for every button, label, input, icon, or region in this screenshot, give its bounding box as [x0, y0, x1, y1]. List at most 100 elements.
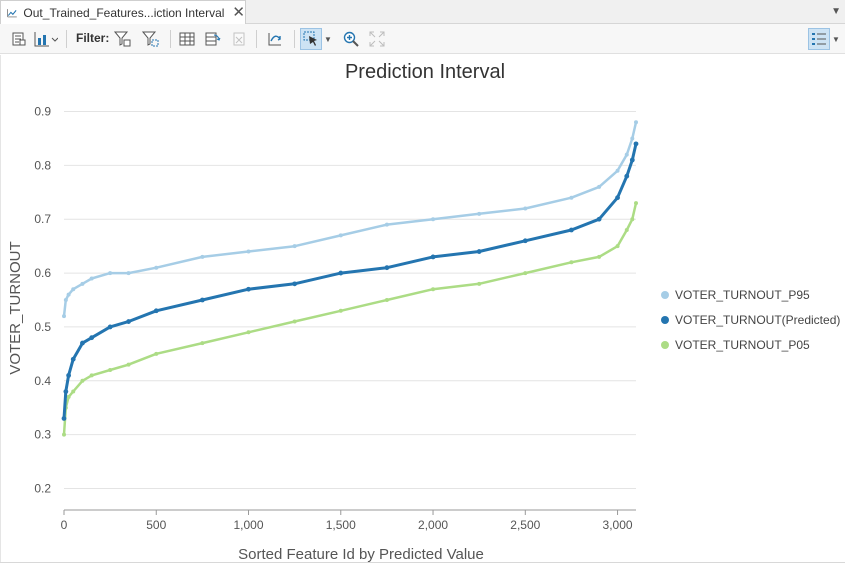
data-point[interactable]	[630, 136, 635, 141]
data-point[interactable]	[569, 227, 574, 233]
data-point[interactable]	[431, 217, 436, 222]
data-point[interactable]	[523, 271, 528, 276]
data-point[interactable]	[71, 287, 76, 292]
data-point[interactable]	[154, 351, 159, 356]
data-point[interactable]	[199, 297, 205, 303]
data-point[interactable]	[246, 249, 251, 254]
data-point[interactable]	[126, 362, 131, 367]
data-point[interactable]	[624, 228, 629, 232]
data-point[interactable]	[246, 286, 251, 292]
data-point[interactable]	[63, 389, 69, 394]
data-point[interactable]	[522, 238, 528, 244]
x-tick-label: 3,000	[603, 518, 633, 532]
toolbar-separator	[294, 30, 295, 48]
data-point[interactable]	[89, 276, 94, 281]
data-point[interactable]	[61, 416, 67, 421]
chevron-down-icon[interactable]: ▼	[832, 34, 840, 44]
tab-title: Out_Trained_Features...iction Interval	[23, 5, 225, 20]
data-point[interactable]	[430, 254, 436, 260]
close-icon[interactable]: ✕	[232, 4, 245, 21]
data-point[interactable]	[338, 308, 343, 313]
data-point[interactable]	[154, 265, 159, 270]
data-point[interactable]	[477, 281, 482, 286]
data-point[interactable]	[63, 298, 68, 302]
data-point[interactable]	[292, 244, 297, 249]
data-point[interactable]	[89, 373, 94, 378]
data-point[interactable]	[200, 341, 205, 346]
data-point[interactable]	[634, 120, 638, 125]
data-point[interactable]	[338, 233, 343, 238]
data-point[interactable]	[477, 211, 482, 216]
data-point[interactable]	[624, 152, 629, 157]
data-point[interactable]	[153, 308, 159, 314]
data-point[interactable]	[66, 372, 72, 378]
series-p05	[62, 201, 638, 437]
data-point[interactable]	[624, 173, 630, 179]
chevron-down-icon[interactable]: ▼	[324, 34, 332, 44]
data-point[interactable]	[80, 378, 85, 383]
data-point[interactable]	[615, 195, 620, 201]
data-point[interactable]	[633, 141, 639, 147]
data-point[interactable]	[431, 287, 436, 292]
y-tick-label: 0.5	[34, 320, 51, 334]
data-point[interactable]	[62, 432, 66, 437]
data-point[interactable]	[66, 394, 71, 399]
data-point[interactable]	[71, 389, 76, 394]
data-point[interactable]	[384, 222, 389, 227]
data-point[interactable]	[523, 206, 528, 211]
data-point[interactable]	[629, 157, 635, 163]
data-point[interactable]	[108, 271, 113, 276]
y-tick-label: 0.8	[34, 158, 51, 172]
select-tool-icon[interactable]	[300, 28, 322, 50]
chevron-down-icon[interactable]: ▼	[831, 6, 841, 17]
data-point[interactable]	[246, 330, 251, 335]
filter-by-selection-icon[interactable]	[140, 28, 162, 50]
series-p95	[62, 120, 638, 319]
zoom-in-icon[interactable]	[340, 28, 362, 50]
data-point[interactable]	[66, 292, 71, 297]
data-point[interactable]	[89, 335, 95, 341]
series-line	[62, 143, 638, 419]
filter-by-extent-icon[interactable]	[112, 28, 134, 50]
properties-icon[interactable]	[8, 28, 30, 50]
switch-selection-icon[interactable]	[202, 28, 224, 50]
data-point[interactable]	[70, 356, 76, 362]
chart-type-icon[interactable]	[32, 28, 60, 50]
data-point[interactable]	[634, 201, 638, 206]
legend-toggle-icon[interactable]	[808, 28, 830, 50]
data-point[interactable]	[615, 244, 620, 249]
data-point[interactable]	[569, 260, 574, 265]
data-point[interactable]	[126, 319, 131, 324]
chart-tab[interactable]: Out_Trained_Features...iction Interval ✕	[0, 0, 246, 24]
full-extent-icon[interactable]	[366, 28, 388, 50]
filter-label: Filter:	[76, 31, 110, 45]
data-point[interactable]	[596, 216, 602, 222]
data-point[interactable]	[62, 314, 66, 319]
y-tick-label: 0.6	[34, 266, 51, 280]
data-point[interactable]	[107, 324, 113, 330]
data-point[interactable]	[80, 340, 85, 346]
data-point[interactable]	[569, 195, 574, 200]
data-point[interactable]	[476, 249, 482, 254]
data-point[interactable]	[630, 217, 635, 222]
data-point[interactable]	[292, 281, 298, 287]
data-point[interactable]	[126, 271, 131, 276]
data-point[interactable]	[200, 254, 205, 259]
data-point[interactable]	[338, 270, 344, 276]
data-point[interactable]	[597, 254, 602, 259]
legend-item[interactable]: VOTER_TURNOUT(Predicted)	[675, 313, 840, 327]
data-point[interactable]	[597, 184, 602, 189]
data-point[interactable]	[615, 168, 620, 173]
data-point[interactable]	[80, 281, 85, 286]
table-icon[interactable]	[176, 28, 198, 50]
series-line	[62, 202, 638, 435]
y-tick-label: 0.2	[34, 481, 51, 495]
data-point[interactable]	[384, 265, 390, 271]
legend-item[interactable]: VOTER_TURNOUT_P05	[675, 338, 810, 352]
export-icon[interactable]	[264, 28, 286, 50]
clear-selection-icon[interactable]	[228, 28, 250, 50]
data-point[interactable]	[384, 298, 389, 302]
data-point[interactable]	[108, 368, 113, 372]
legend-item[interactable]: VOTER_TURNOUT_P95	[675, 288, 810, 302]
data-point[interactable]	[292, 319, 297, 324]
